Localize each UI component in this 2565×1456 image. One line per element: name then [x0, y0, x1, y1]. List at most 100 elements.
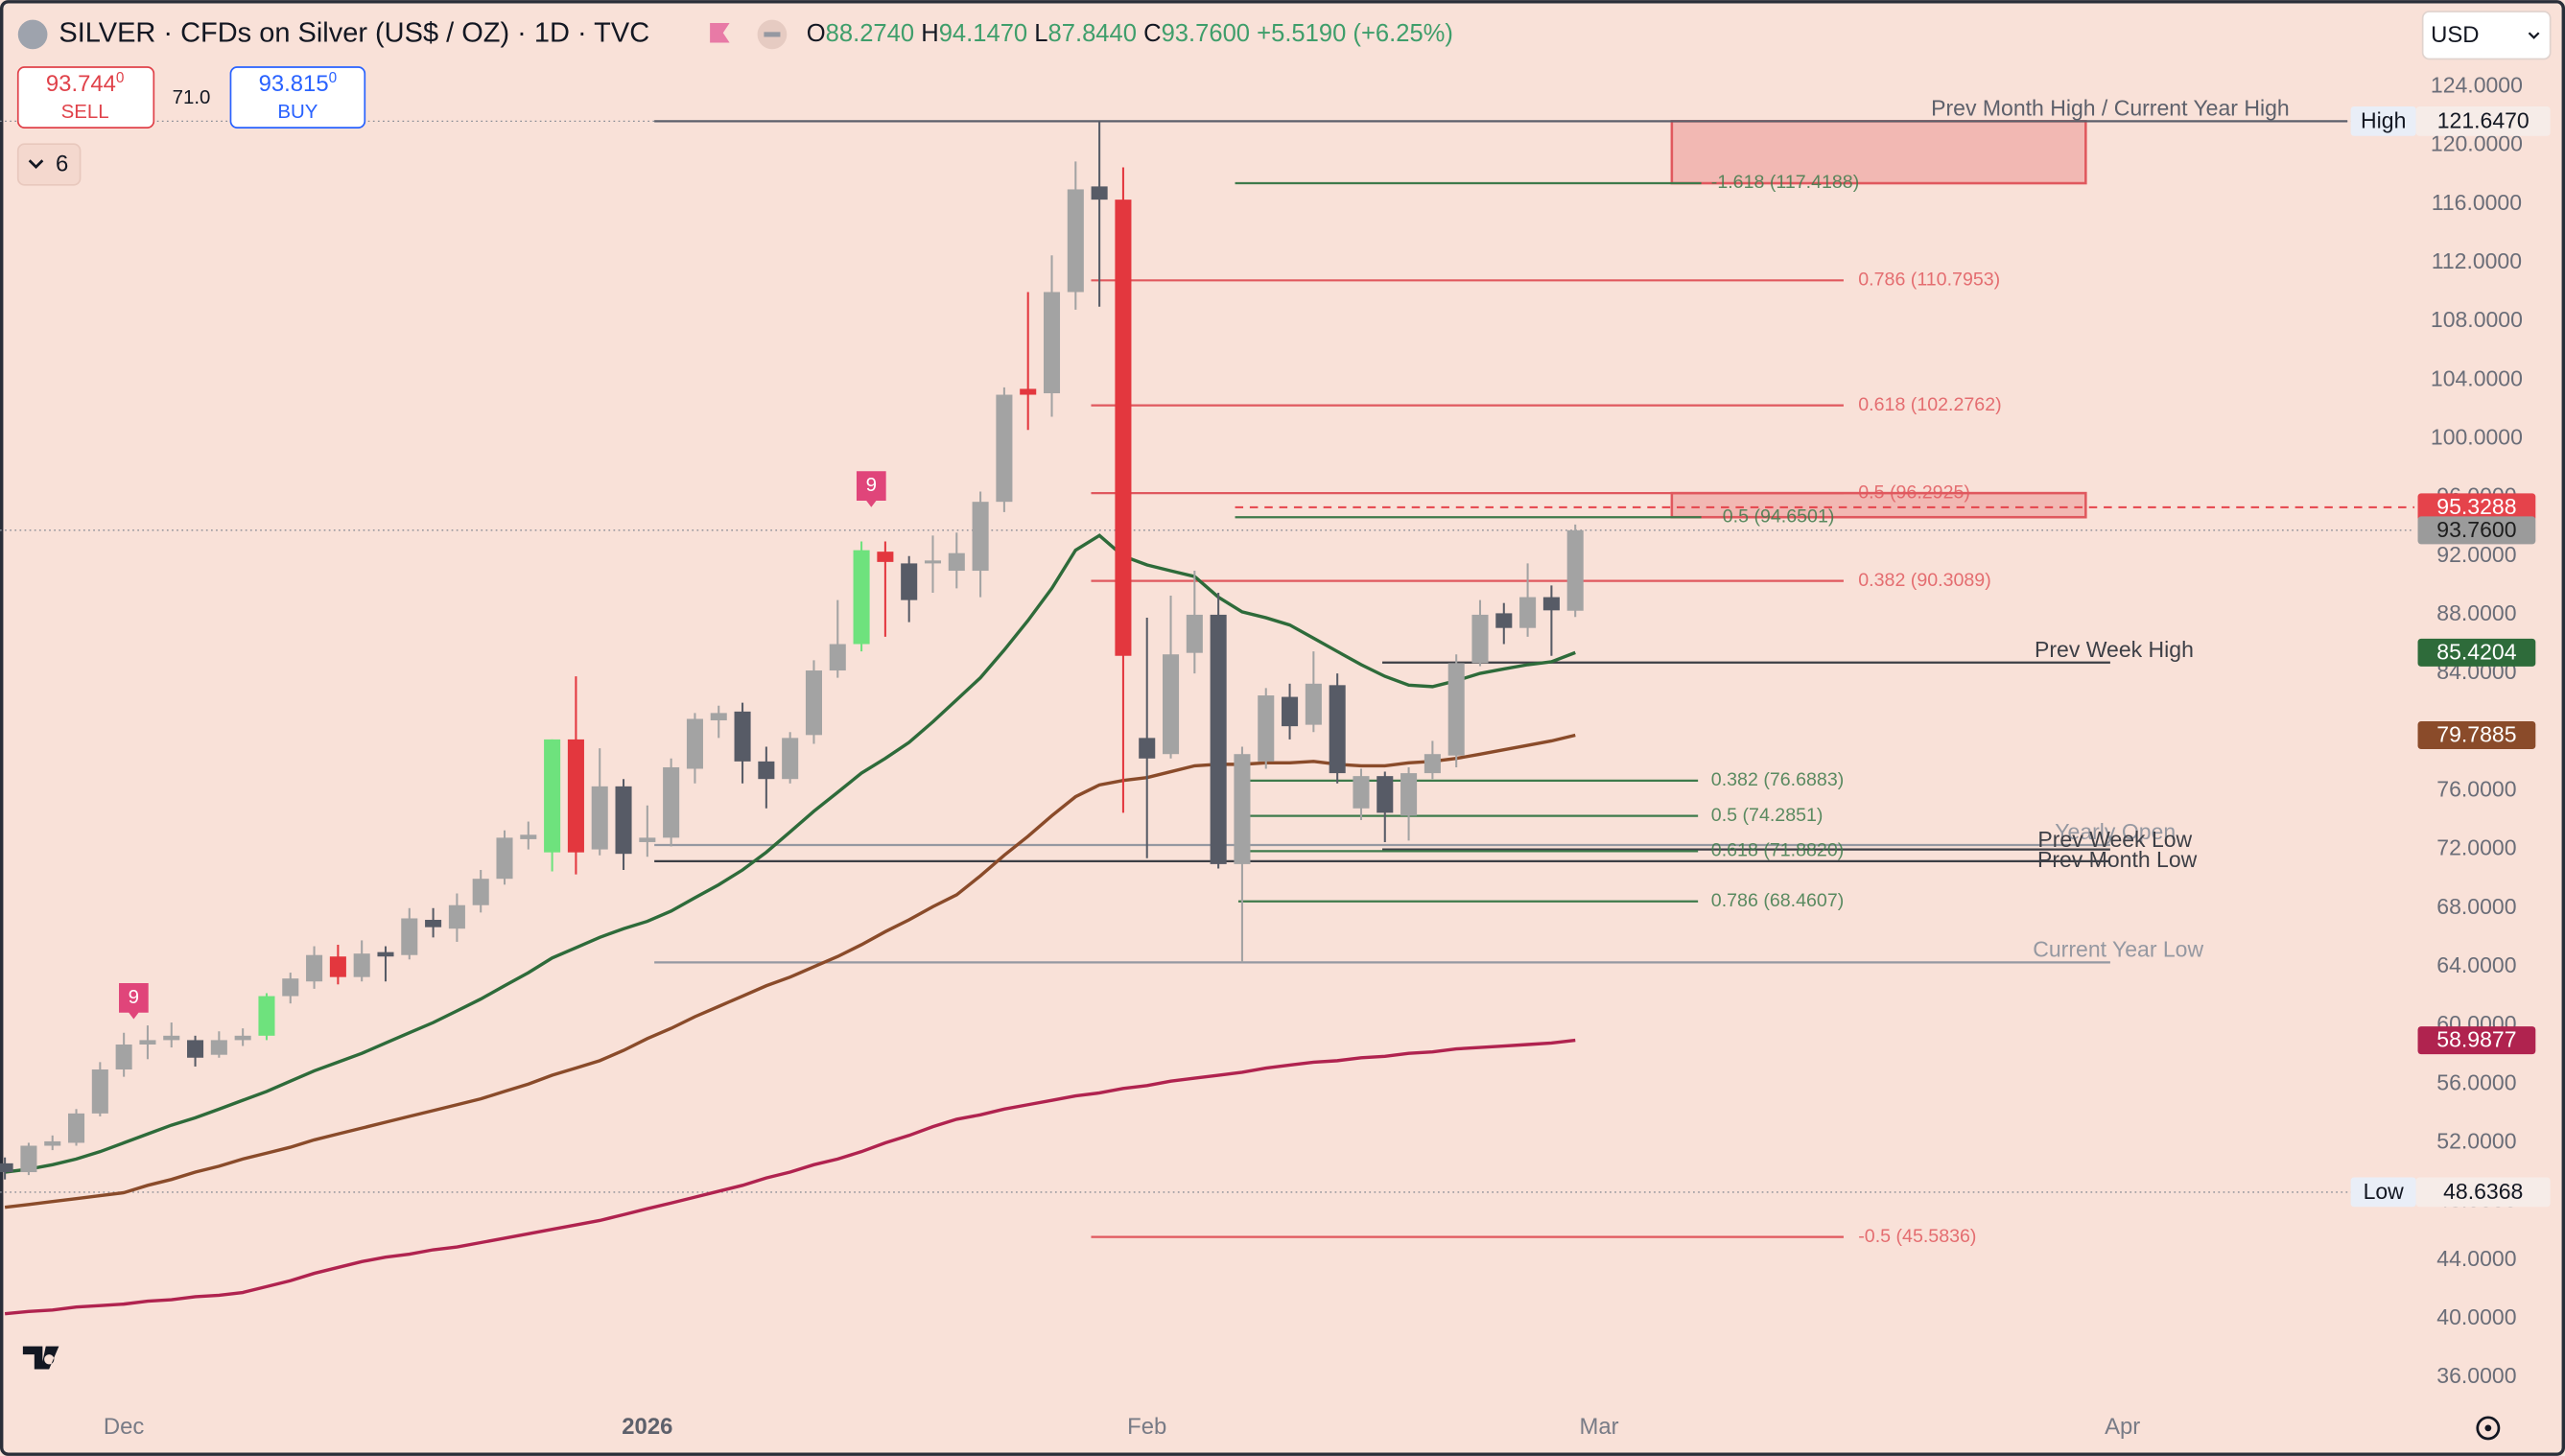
candle-body	[1282, 696, 1299, 727]
buy-price-main: 93.815	[259, 71, 329, 97]
candle-body	[68, 1113, 85, 1143]
sell-label: SELL	[61, 101, 109, 123]
candle-body	[1495, 613, 1513, 628]
candle-body	[1163, 654, 1180, 755]
header: SILVER · CFDs on Silver (US$ / OZ) · 1D …	[16, 11, 2552, 1441]
candle-body	[210, 1040, 227, 1055]
candle-body	[377, 951, 394, 957]
y-tick-label: 52.0000	[2436, 1129, 2516, 1154]
candle-body	[282, 978, 299, 997]
candle-body	[472, 879, 489, 905]
extreme-badge	[2415, 106, 2551, 136]
moving-average	[4, 533, 1576, 1174]
candle-body	[758, 761, 775, 780]
currency: USD	[2431, 22, 2479, 48]
candle-body	[567, 739, 584, 853]
candle-body	[353, 953, 370, 977]
ohlc-key: C	[1143, 20, 1161, 47]
candle-body	[972, 502, 989, 572]
candle-body	[1471, 614, 1489, 664]
chevron	[28, 159, 44, 169]
candle-body	[734, 711, 751, 762]
candle-body	[1186, 614, 1203, 653]
moving-average	[4, 733, 1576, 1209]
candle-body	[115, 1044, 132, 1069]
flag-icon[interactable]	[710, 22, 730, 43]
currency-select[interactable]	[2421, 11, 2552, 60]
sell-price-main: 93.744	[46, 71, 116, 97]
y-tick-label: 88.0000	[2436, 600, 2516, 625]
price-badge	[2417, 516, 2536, 545]
candle-body	[686, 718, 703, 769]
level-label: Prev Month Low	[2037, 847, 2198, 872]
candle-body	[615, 786, 632, 855]
marker-pin	[119, 983, 149, 1020]
candle-body	[901, 563, 918, 600]
candle-body	[1115, 200, 1132, 656]
y-tick-label: 36.0000	[2436, 1363, 2516, 1388]
candle-body	[1258, 695, 1275, 762]
extreme-name: High	[2361, 107, 2406, 132]
level-label: -0.5 (45.5836)	[1858, 1226, 1976, 1247]
level-label: 0.382 (76.6883)	[1711, 769, 1844, 790]
candle-body	[1424, 754, 1441, 774]
price-badge-label: 79.7885	[2436, 721, 2516, 746]
candle-body	[234, 1035, 251, 1041]
marker-label: 9	[129, 986, 139, 1008]
candle-body	[639, 837, 656, 842]
candle-body	[710, 713, 727, 721]
ohlc-values: O88.2740 H94.1470 L87.8440 C93.7600 +5.5…	[807, 20, 1453, 47]
tv-logo[interactable]	[22, 1346, 59, 1370]
level-label: 0.5 (94.6501)	[1723, 505, 1835, 527]
extreme-badge	[2415, 1177, 2551, 1208]
candle-body	[663, 766, 680, 838]
candle-body	[496, 837, 513, 880]
price-badge-label: 93.7600	[2436, 517, 2516, 542]
y-tick-label: 124.0000	[2431, 72, 2523, 97]
y-tick-label: 108.0000	[2431, 307, 2523, 332]
level-label: 0.786 (68.4607)	[1711, 890, 1844, 911]
level-label: -1.618 (117.4188)	[1711, 172, 1859, 193]
symbol-logo[interactable]	[17, 19, 48, 50]
buy-label: BUY	[277, 101, 318, 123]
level-label: Prev Week Low	[2037, 827, 2192, 852]
candle-body	[258, 996, 275, 1036]
y-tick-label: 92.0000	[2436, 542, 2516, 567]
price-badge	[2417, 638, 2536, 667]
sell-button[interactable]	[16, 66, 155, 129]
y-tick-label: 112.0000	[2432, 248, 2522, 273]
indicators-toggle[interactable]	[16, 143, 82, 186]
change: +5.5190 (+6.25%)	[1257, 20, 1453, 47]
candle-body	[139, 1040, 156, 1045]
candle-body	[1043, 292, 1061, 394]
ohlc-key: H	[921, 20, 938, 47]
candle-body	[1542, 597, 1560, 611]
symbol-title[interactable]: SILVER · CFDs on Silver (US$ / OZ) · 1D …	[59, 18, 649, 49]
spread: 71.0	[173, 86, 211, 108]
candle-body	[1400, 773, 1418, 816]
level-label: Current Year Low	[2033, 936, 2203, 961]
y-tick-label: 44.0000	[2436, 1246, 2516, 1271]
select-chevron	[2528, 32, 2540, 39]
buy-button[interactable]	[229, 66, 366, 129]
y-tick-label: 72.0000	[2436, 835, 2516, 860]
x-tick-label: Feb	[1127, 1414, 1166, 1440]
extreme-name: Low	[2364, 1179, 2405, 1204]
settings-icon[interactable]	[2476, 1416, 2501, 1441]
marker-label: 9	[866, 474, 877, 496]
y-tick-label: 76.0000	[2436, 777, 2516, 802]
extreme-name-box	[2350, 1177, 2416, 1208]
y-tick-label: 116.0000	[2432, 190, 2522, 215]
price-badge-label: 58.9877	[2436, 1027, 2516, 1052]
level-label: 0.5 (74.2851)	[1711, 805, 1824, 826]
settings-dot	[2484, 1424, 2492, 1432]
level-label: 0.786 (110.7953)	[1858, 270, 2000, 291]
price-badge-label: 95.3288	[2436, 494, 2516, 519]
candle-body	[1353, 776, 1370, 809]
candle-body	[0, 1162, 13, 1173]
x-tick-label: 2026	[622, 1414, 672, 1440]
candle-body	[1139, 738, 1156, 759]
status-dash	[764, 32, 781, 37]
